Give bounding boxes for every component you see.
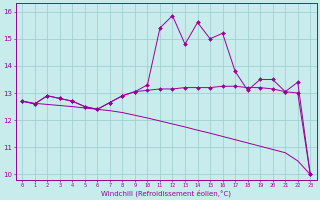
X-axis label: Windchill (Refroidissement éolien,°C): Windchill (Refroidissement éolien,°C) <box>101 189 231 197</box>
